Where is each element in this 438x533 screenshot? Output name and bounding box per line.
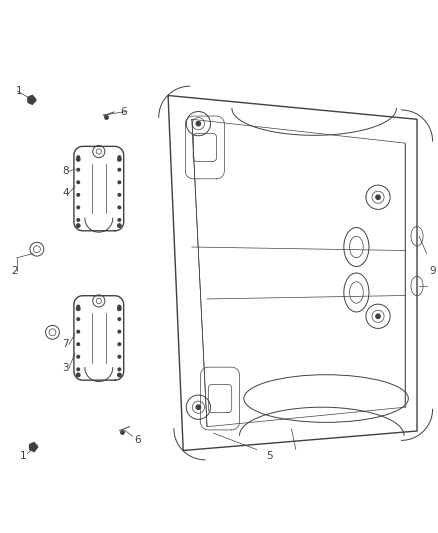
Circle shape (118, 206, 120, 209)
Circle shape (77, 368, 80, 370)
Text: 8: 8 (62, 166, 69, 176)
Circle shape (118, 305, 120, 308)
Polygon shape (29, 442, 38, 451)
Circle shape (118, 156, 120, 158)
Text: 1: 1 (16, 86, 23, 96)
Circle shape (77, 373, 80, 377)
Circle shape (118, 181, 120, 183)
Circle shape (118, 343, 120, 345)
Polygon shape (28, 95, 36, 104)
Circle shape (118, 373, 121, 377)
Text: 7: 7 (62, 340, 69, 350)
Circle shape (118, 168, 120, 171)
Text: 4: 4 (62, 188, 69, 198)
Circle shape (196, 405, 201, 409)
Circle shape (77, 318, 80, 320)
Circle shape (77, 330, 80, 333)
Circle shape (118, 356, 120, 358)
Circle shape (77, 206, 80, 209)
Circle shape (77, 193, 80, 196)
Text: 1: 1 (20, 451, 26, 461)
Text: 6: 6 (120, 107, 127, 117)
Circle shape (77, 156, 80, 158)
Circle shape (118, 330, 120, 333)
Circle shape (118, 318, 120, 320)
Circle shape (118, 368, 120, 370)
Circle shape (118, 158, 121, 161)
Circle shape (118, 307, 121, 310)
Circle shape (118, 193, 120, 196)
Circle shape (376, 195, 380, 199)
Circle shape (196, 122, 201, 126)
Circle shape (77, 307, 80, 310)
Circle shape (376, 314, 380, 318)
Circle shape (118, 224, 121, 227)
Text: 6: 6 (134, 435, 141, 445)
Circle shape (77, 356, 80, 358)
Circle shape (77, 224, 80, 227)
Text: 5: 5 (266, 451, 273, 461)
Circle shape (77, 343, 80, 345)
Text: 3: 3 (62, 363, 69, 373)
Text: 2: 2 (11, 266, 18, 276)
Circle shape (77, 168, 80, 171)
Circle shape (77, 305, 80, 308)
Circle shape (118, 219, 120, 221)
Circle shape (77, 181, 80, 183)
Circle shape (77, 158, 80, 161)
Text: 9: 9 (430, 266, 436, 276)
Circle shape (77, 219, 80, 221)
